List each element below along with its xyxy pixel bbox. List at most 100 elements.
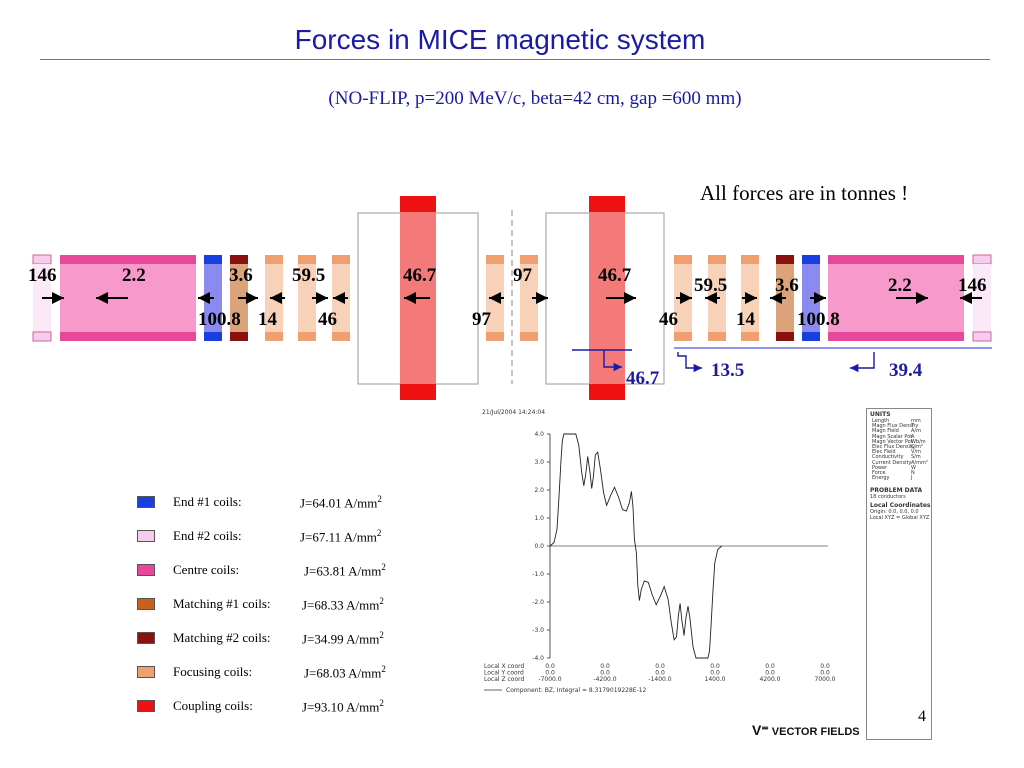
x-row-value: 0.0 <box>545 663 555 670</box>
force-label: 59.5 <box>292 265 326 286</box>
title-divider <box>40 59 990 60</box>
x-row-value: 0.0 <box>765 670 775 677</box>
component-label: Component: BZ, Integral = 8.3179019228E-… <box>506 687 647 694</box>
focusing-coil-left-a-top <box>298 255 316 264</box>
x-row-value: 1400.0 <box>705 676 726 683</box>
force-label: 3.6 <box>775 275 799 296</box>
centre-coil-left-bottom <box>60 332 196 341</box>
legend-name: Matching #2 coils: <box>173 630 271 645</box>
x-row-value: 0.0 <box>820 670 830 677</box>
focusing-coil-left-a-bottom <box>298 332 316 341</box>
force-label: 146 <box>28 265 57 286</box>
x-row-value: 0.0 <box>600 663 610 670</box>
units-name: Force <box>872 470 886 476</box>
end1-coil-left-bottom <box>204 332 222 341</box>
legend-swatch <box>137 632 155 644</box>
units-value: Wb/m <box>911 438 926 445</box>
focusing-coil-left-b-top <box>332 255 350 264</box>
net-force-label: 13.5 <box>711 360 745 381</box>
slide-number: 4 <box>918 708 926 725</box>
units-name: Energy <box>872 475 890 482</box>
matching2-coil-left-top <box>230 255 248 264</box>
focusing-coil-mid-a-top <box>486 255 504 264</box>
units-panel: UNITS Length mm Magn Flux Density T Magn Fie… <box>866 408 932 740</box>
force-label: 2.2 <box>122 265 146 286</box>
units-value: T <box>911 423 915 430</box>
focusing-coil-right-b-top <box>708 255 726 264</box>
legend-name: Matching #1 coils: <box>173 596 271 611</box>
local-coords-title: Local Coordinates <box>870 502 931 509</box>
x-row-value: -1400.0 <box>648 676 671 683</box>
x-row-label: Local Z coord <box>484 676 524 683</box>
force-label: 100.8 <box>797 309 840 330</box>
units-value: mm <box>911 418 921 424</box>
y-tick-label: -2.0 <box>532 599 544 606</box>
focusing-coil-right-a-top <box>674 255 692 264</box>
magnet-layout-diagram <box>32 196 992 400</box>
y-tick-label: 1.0 <box>534 515 544 522</box>
legend-swatch <box>137 598 155 610</box>
centre-coil-left-top <box>60 255 196 264</box>
units-value: J <box>911 475 913 482</box>
legend-value: J=68.03 A/mm2 <box>304 664 386 681</box>
x-row-value: 0.0 <box>600 670 610 677</box>
focusing-coil-mid-b-top <box>520 255 538 264</box>
net-force-label: 39.4 <box>889 360 923 381</box>
focusing-coil-mid-b-bottom <box>520 332 538 341</box>
end1-coil-right-bottom <box>802 332 820 341</box>
units-title: UNITS <box>870 411 891 418</box>
net-arrow-13-5 <box>677 352 702 373</box>
legend-name: Centre coils: <box>173 562 240 577</box>
x-row-value: 0.0 <box>710 670 720 677</box>
end2-coil-right-top <box>972 254 992 265</box>
units-name: Magn Vector Pot <box>872 438 913 445</box>
x-row-value: 0.0 <box>820 663 830 670</box>
x-row-label: Local Y coord <box>484 670 524 677</box>
force-label: 14 <box>736 309 755 330</box>
units-name: Elec Flux Density <box>872 444 915 450</box>
legend-value: J=34.99 A/mm2 <box>302 630 384 647</box>
force-label: 46.7 <box>403 265 437 286</box>
legend-value: J=68.33 A/mm2 <box>302 596 384 613</box>
x-row-value: -4200.0 <box>593 676 616 683</box>
problem-title: PROBLEM DATA <box>870 487 923 494</box>
legend-swatch <box>137 666 155 678</box>
field-plot: 4.0 3.0 2.0 1.0 0.0 -1.0 -2.0 -3.0 -4.0 Local X c… <box>484 431 836 694</box>
units-value: N <box>911 470 915 476</box>
coupling-coil-right-bottom <box>589 384 625 400</box>
units-name: Power <box>872 464 888 471</box>
vector-fields-logo: V⁼ VECTOR FIELDS <box>752 722 860 738</box>
matching1-coil-right-bottom <box>741 332 759 341</box>
units-value: A/m <box>911 428 921 435</box>
x-row-value: 0.0 <box>710 663 720 670</box>
end2-coil-left-top <box>32 254 52 265</box>
page-subtitle: (NO-FLIP, p=200 MeV/c, beta=42 cm, gap =… <box>328 88 742 109</box>
focusing-coil-left-a-body <box>298 264 316 332</box>
x-row-value: 0.0 <box>655 663 665 670</box>
units-value: S/m <box>911 454 921 461</box>
legend-name: Coupling coils: <box>173 698 253 713</box>
legend-swatch <box>137 496 155 508</box>
y-tick-label: 2.0 <box>534 487 544 494</box>
units-value: W <box>911 464 916 471</box>
page-title: Forces in MICE magnetic system <box>294 24 706 55</box>
problem-text: 18 conductors <box>870 494 906 500</box>
local-coords-line: Origin: 0.0, 0.0, 0.0 <box>870 509 919 515</box>
legend-swatch <box>137 530 155 542</box>
legend-name: End #1 coils: <box>173 494 242 509</box>
legend-value: J=64.01 A/mm2 <box>300 494 382 511</box>
y-tick-label: 4.0 <box>534 431 544 438</box>
x-row-value: 4200.0 <box>760 676 781 683</box>
matching2-coil-right-top <box>776 255 794 264</box>
units-name: Length <box>872 418 890 424</box>
legend-name: End #2 coils: <box>173 528 242 543</box>
units-name: Magn Scalar Pot <box>872 433 913 440</box>
field-curve <box>549 433 723 659</box>
coupling-coil-left-bottom <box>400 384 436 400</box>
focusing-coil-right-b-bottom <box>708 332 726 341</box>
y-tick-label: -1.0 <box>532 571 544 578</box>
y-tick-label: 0.0 <box>534 543 544 550</box>
units-value: V/m <box>911 449 921 456</box>
units-name: Conductivity <box>872 454 904 461</box>
focusing-coil-mid-a-bottom <box>486 332 504 341</box>
